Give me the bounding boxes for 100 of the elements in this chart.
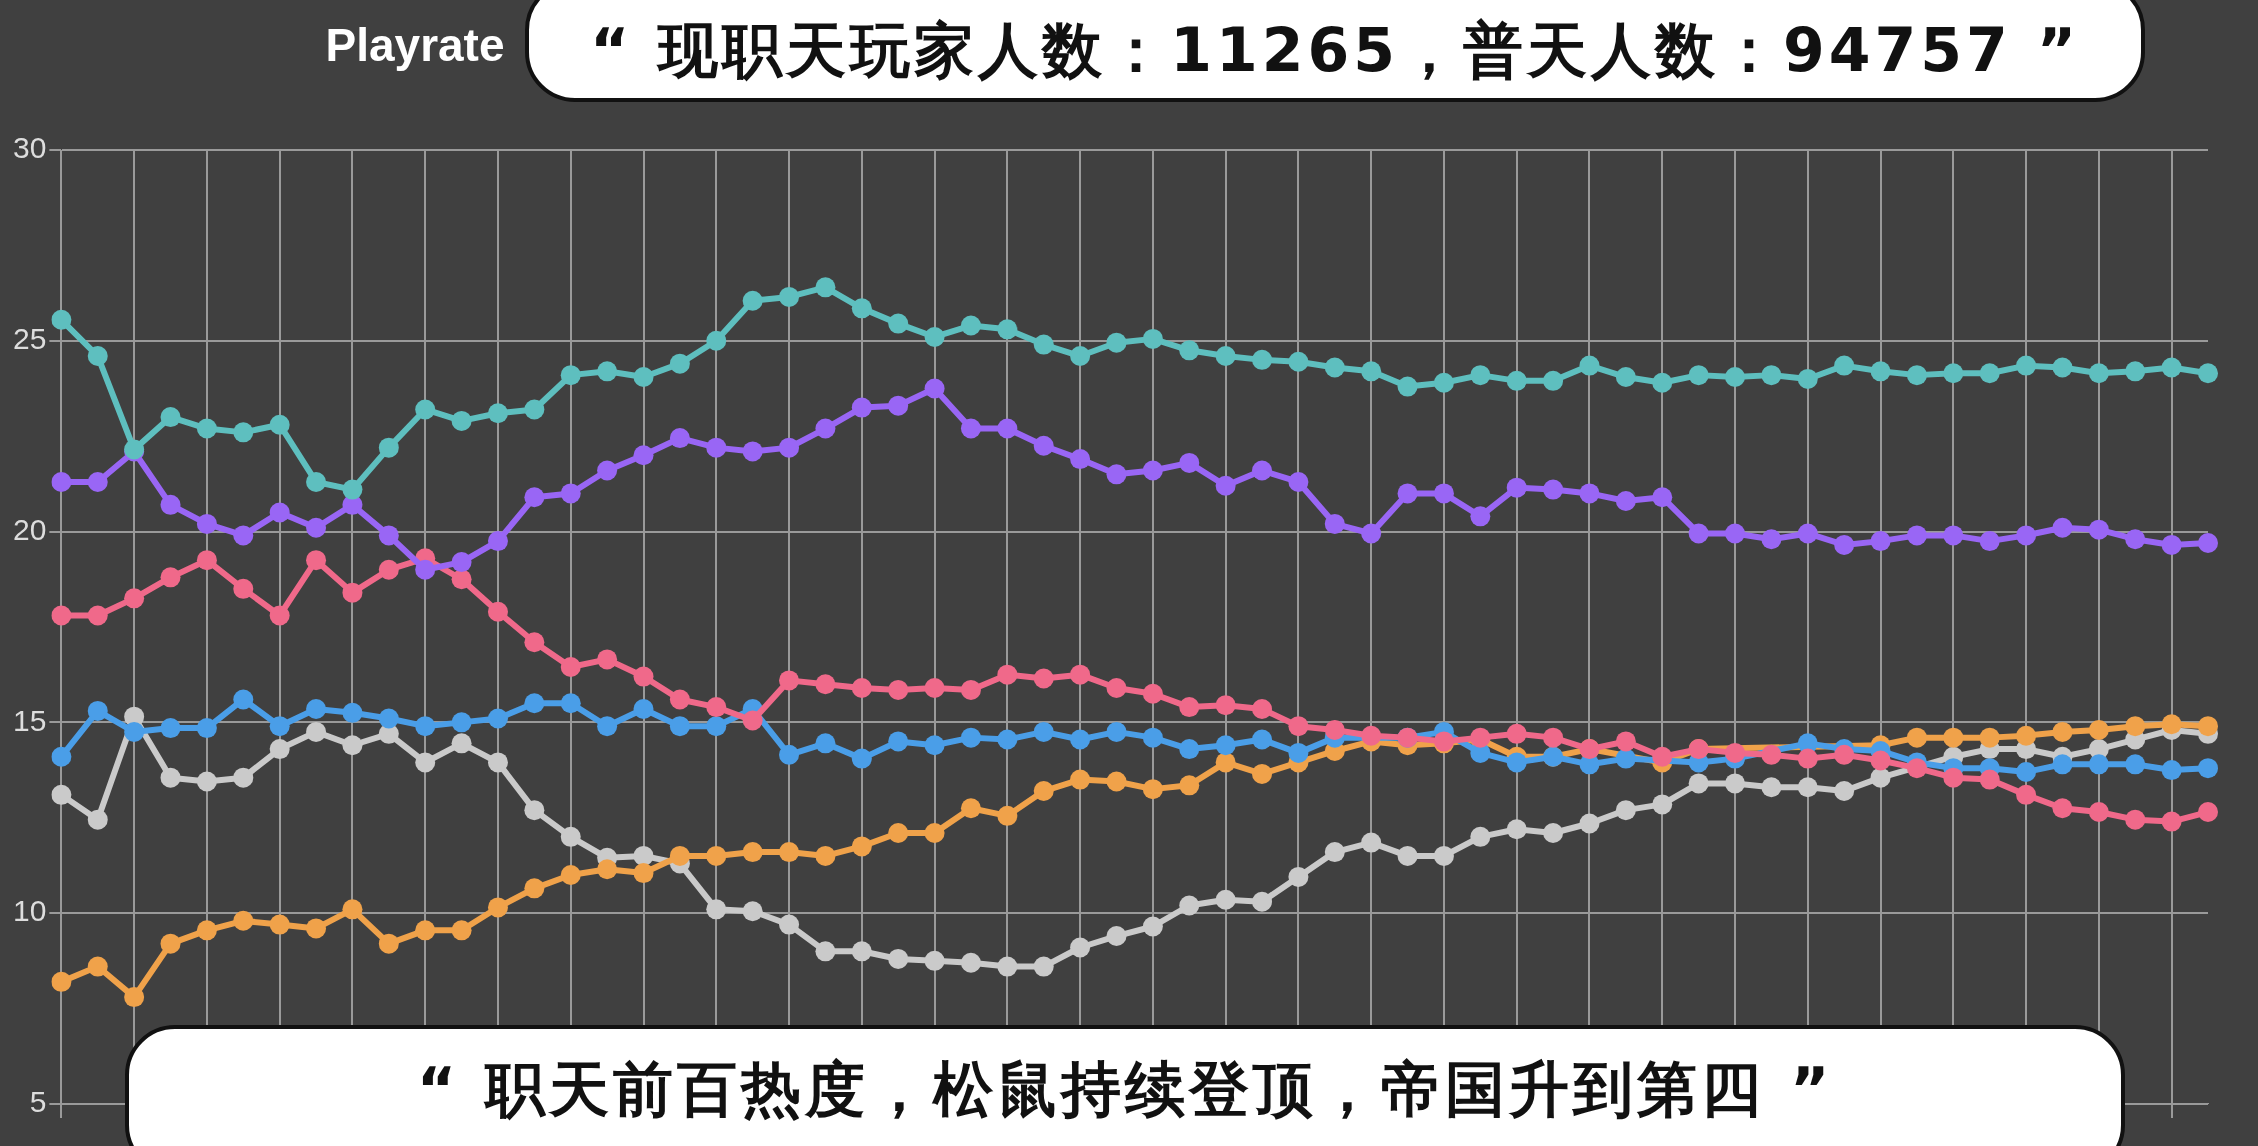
point [1579, 813, 1600, 834]
chart-title: Playrate [325, 18, 505, 71]
point [196, 771, 217, 792]
point [1070, 664, 1091, 685]
point [233, 910, 254, 931]
point [269, 414, 290, 435]
point [1652, 794, 1673, 815]
point [487, 531, 508, 552]
point [1070, 769, 1091, 790]
point [87, 956, 108, 977]
point [1797, 748, 1818, 769]
point [2052, 357, 2073, 378]
point [924, 678, 945, 699]
point [742, 441, 763, 462]
point [451, 569, 472, 590]
point [1761, 365, 1782, 386]
point [1033, 668, 1054, 689]
point [1506, 819, 1527, 840]
point [1106, 332, 1127, 353]
point [1906, 525, 1927, 546]
point [1033, 781, 1054, 802]
point [1106, 678, 1127, 699]
point [1070, 346, 1091, 367]
point [1761, 777, 1782, 798]
point [633, 367, 654, 388]
point [1543, 823, 1564, 844]
point [1506, 370, 1527, 391]
point [1142, 328, 1163, 349]
point [1652, 487, 1673, 508]
point [1725, 773, 1746, 794]
point [2016, 761, 2037, 782]
point [51, 471, 72, 492]
point [815, 674, 836, 695]
point [1324, 357, 1345, 378]
point [669, 845, 690, 866]
point [306, 699, 327, 720]
point [1506, 477, 1527, 498]
point [415, 752, 436, 773]
point [851, 678, 872, 699]
point [1870, 750, 1891, 771]
point [1106, 464, 1127, 485]
point [1470, 365, 1491, 386]
point [960, 418, 981, 439]
point [1179, 739, 1200, 760]
point [924, 950, 945, 971]
point [1288, 351, 1309, 372]
point [2125, 754, 2146, 775]
point [306, 471, 327, 492]
point [1979, 531, 2000, 552]
point [342, 735, 363, 756]
point [124, 987, 145, 1008]
point [1106, 926, 1127, 947]
point [87, 809, 108, 830]
point [2125, 809, 2146, 830]
point [997, 729, 1018, 750]
point [815, 733, 836, 754]
point [633, 699, 654, 720]
point [1870, 767, 1891, 788]
point [487, 752, 508, 773]
point [851, 836, 872, 857]
point [1979, 727, 2000, 748]
point [960, 679, 981, 700]
point [1179, 697, 1200, 718]
point [2088, 754, 2109, 775]
point [233, 578, 254, 599]
point [2052, 798, 2073, 819]
point [1943, 525, 1964, 546]
point [1179, 452, 1200, 473]
point [1142, 460, 1163, 481]
point [2161, 811, 2182, 832]
point [1579, 483, 1600, 504]
point [633, 666, 654, 687]
point [779, 842, 800, 863]
point [124, 721, 145, 742]
point [960, 952, 981, 973]
point [378, 525, 399, 546]
point [779, 914, 800, 935]
point [1543, 479, 1564, 500]
point [1397, 376, 1418, 397]
y-tick-label: 15 [12, 703, 47, 737]
point [779, 286, 800, 307]
point [2088, 802, 2109, 823]
point [2016, 784, 2037, 805]
point [2016, 525, 2037, 546]
point [1252, 891, 1273, 912]
point [196, 550, 217, 571]
point [415, 399, 436, 420]
point [1797, 523, 1818, 544]
point [669, 716, 690, 737]
point [1870, 531, 1891, 552]
point [1361, 523, 1382, 544]
point [1725, 367, 1746, 388]
point [196, 513, 217, 534]
point [1906, 758, 1927, 779]
point [1506, 752, 1527, 773]
point [524, 487, 545, 508]
point [997, 805, 1018, 826]
point [1470, 826, 1491, 847]
point [2198, 716, 2218, 737]
point [960, 727, 981, 748]
